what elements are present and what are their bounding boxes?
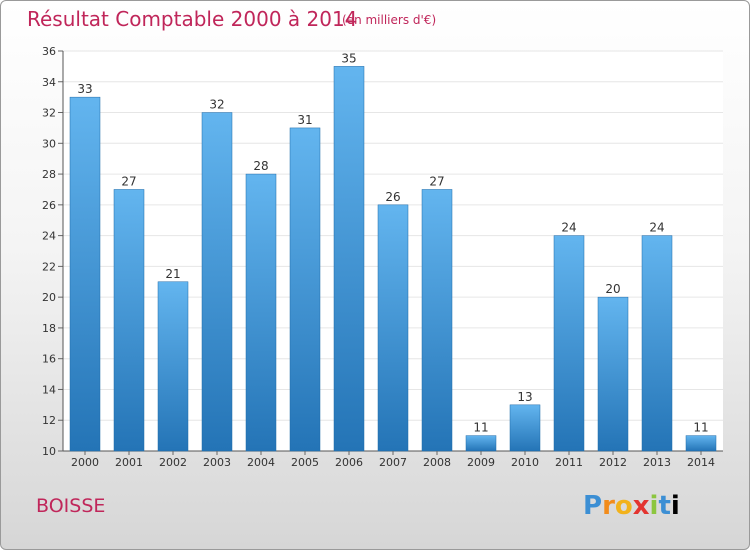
bar-2014 (685, 435, 717, 452)
data-label-2000: 33 (77, 82, 92, 96)
data-label-2013: 24 (649, 221, 664, 235)
x-tick-label-2012: 2012 (599, 456, 627, 469)
y-tick-label: 22 (42, 260, 56, 273)
x-tick-label-2013: 2013 (643, 456, 671, 469)
x-tick-label-2010: 2010 (511, 456, 539, 469)
bar-2003 (201, 112, 233, 452)
data-label-2002: 21 (165, 267, 180, 281)
x-tick-label-2009: 2009 (467, 456, 495, 469)
y-tick-label: 12 (42, 414, 56, 427)
x-tick-label-2006: 2006 (335, 456, 363, 469)
y-tick-label: 10 (42, 445, 56, 458)
x-tick-label-2004: 2004 (247, 456, 275, 469)
data-label-2007: 26 (385, 190, 400, 204)
x-tick-label-2002: 2002 (159, 456, 187, 469)
x-tick-label-2001: 2001 (115, 456, 143, 469)
y-tick-label: 36 (42, 45, 56, 58)
bar-2004 (245, 173, 277, 452)
bar-2012 (597, 296, 629, 452)
data-label-2011: 24 (561, 221, 576, 235)
x-tick-label-2000: 2000 (71, 456, 99, 469)
y-tick-label: 28 (42, 168, 56, 181)
data-label-2003: 32 (209, 98, 224, 112)
bar-2008 (421, 189, 453, 452)
y-tick-label: 14 (42, 383, 56, 396)
y-tick-label: 20 (42, 291, 56, 304)
bar-2005 (289, 127, 321, 452)
y-tick-label: 30 (42, 137, 56, 150)
y-tick-label: 32 (42, 107, 56, 120)
bar-2006 (333, 66, 365, 452)
data-label-2012: 20 (605, 282, 620, 296)
data-label-2014: 11 (693, 421, 708, 435)
proxiti-logo: Proxiti (583, 491, 680, 521)
x-tick-label-2008: 2008 (423, 456, 451, 469)
bar-2010 (509, 404, 541, 452)
bar-2007 (377, 204, 409, 452)
y-tick-label: 26 (42, 199, 56, 212)
bar-2000 (69, 96, 101, 452)
x-tick-label-2003: 2003 (203, 456, 231, 469)
bar-2009 (465, 435, 497, 452)
y-tick-label: 18 (42, 322, 56, 335)
data-label-2010: 13 (517, 390, 532, 404)
data-label-2006: 35 (341, 51, 356, 65)
data-label-2001: 27 (121, 174, 136, 188)
bar-2002 (157, 281, 189, 452)
data-label-2008: 27 (429, 174, 444, 188)
y-tick-label: 34 (42, 76, 56, 89)
data-label-2009: 11 (473, 421, 488, 435)
place-name: BOISSE (36, 495, 106, 517)
chart-title: Résultat Comptable 2000 à 2014 (27, 7, 358, 31)
x-tick-label-2007: 2007 (379, 456, 407, 469)
bar-2001 (113, 189, 145, 452)
y-tick-label: 24 (42, 230, 56, 243)
x-tick-label-2014: 2014 (687, 456, 715, 469)
data-label-2004: 28 (253, 159, 268, 173)
x-tick-label-2005: 2005 (291, 456, 319, 469)
bar-2013 (641, 235, 673, 452)
bar-2011 (553, 235, 585, 452)
x-tick-label-2011: 2011 (555, 456, 583, 469)
data-label-2005: 31 (297, 113, 312, 127)
chart-subtitle: (en milliers d'€) (342, 13, 437, 27)
y-tick-label: 16 (42, 353, 56, 366)
